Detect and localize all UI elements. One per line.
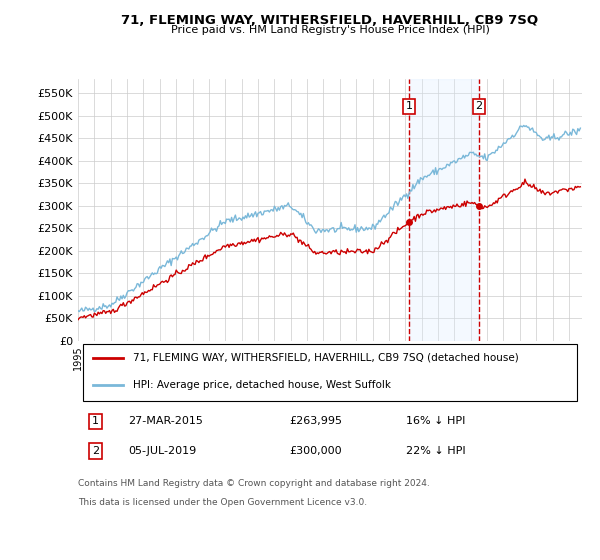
Text: £300,000: £300,000: [290, 446, 343, 456]
Text: HPI: Average price, detached house, West Suffolk: HPI: Average price, detached house, West…: [133, 380, 391, 390]
Text: This data is licensed under the Open Government Licence v3.0.: This data is licensed under the Open Gov…: [78, 498, 367, 507]
Text: 71, FLEMING WAY, WITHERSFIELD, HAVERHILL, CB9 7SQ: 71, FLEMING WAY, WITHERSFIELD, HAVERHILL…: [121, 14, 539, 27]
Text: 71, FLEMING WAY, WITHERSFIELD, HAVERHILL, CB9 7SQ (detached house): 71, FLEMING WAY, WITHERSFIELD, HAVERHILL…: [133, 353, 519, 363]
Text: Price paid vs. HM Land Registry's House Price Index (HPI): Price paid vs. HM Land Registry's House …: [170, 25, 490, 35]
Text: £263,995: £263,995: [290, 417, 343, 427]
Text: 22% ↓ HPI: 22% ↓ HPI: [406, 446, 465, 456]
Text: 16% ↓ HPI: 16% ↓ HPI: [406, 417, 465, 427]
Text: 27-MAR-2015: 27-MAR-2015: [128, 417, 203, 427]
Text: 2: 2: [476, 101, 482, 111]
Text: 05-JUL-2019: 05-JUL-2019: [128, 446, 197, 456]
FancyBboxPatch shape: [83, 344, 577, 401]
Text: 1: 1: [406, 101, 413, 111]
Text: 1: 1: [92, 417, 99, 427]
Bar: [409, 80, 479, 341]
Text: 2: 2: [92, 446, 99, 456]
Text: Contains HM Land Registry data © Crown copyright and database right 2024.: Contains HM Land Registry data © Crown c…: [78, 479, 430, 488]
